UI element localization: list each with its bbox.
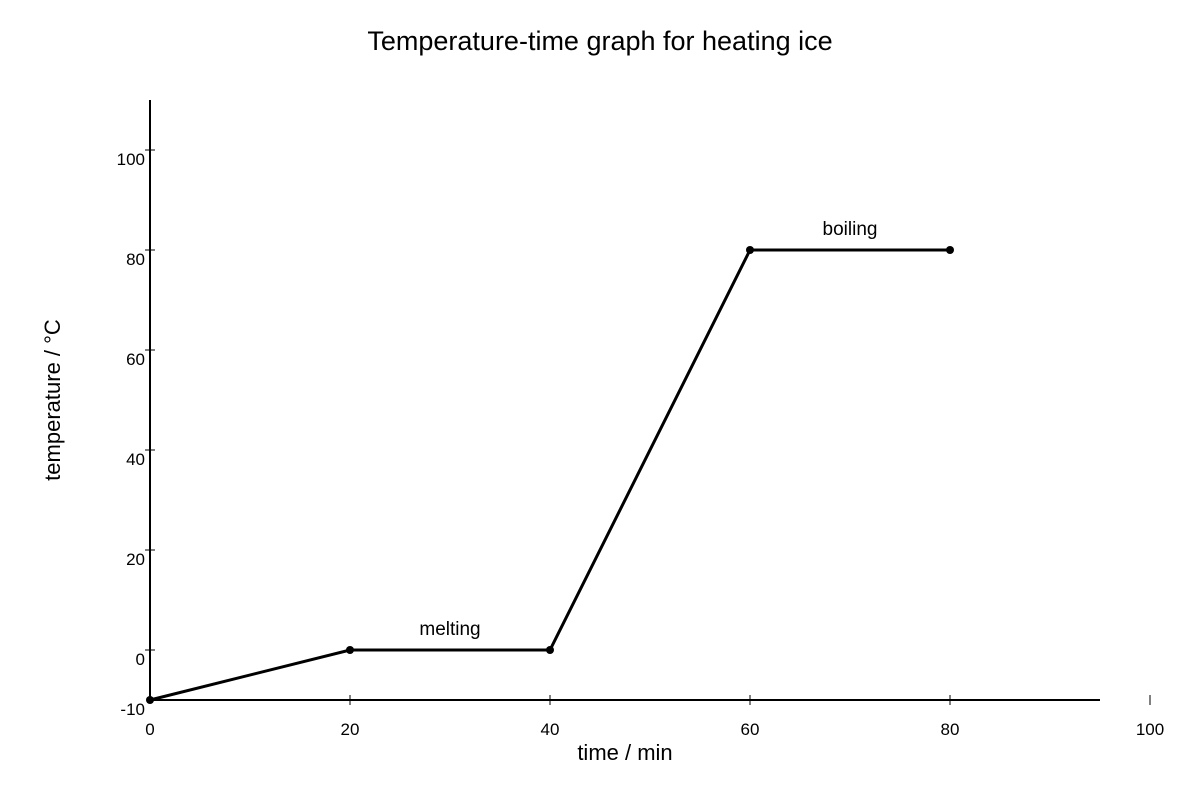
x-tick-label: 40 bbox=[541, 720, 560, 739]
y-tick-label: 60 bbox=[126, 350, 145, 369]
y-tick-label: -10 bbox=[120, 700, 145, 719]
y-tick-label: 20 bbox=[126, 550, 145, 569]
y-tick-label: 40 bbox=[126, 450, 145, 469]
y-axis-ticks: -10 0 20 40 60 80 100 bbox=[117, 149, 155, 719]
annotations: melting boiling bbox=[419, 219, 877, 640]
data-point bbox=[746, 246, 754, 254]
y-tick-label: 100 bbox=[117, 150, 145, 169]
x-axis-label: time / min bbox=[577, 740, 672, 765]
y-tick-label: 80 bbox=[126, 250, 145, 269]
data-point bbox=[546, 646, 554, 654]
data-point bbox=[146, 696, 154, 704]
series-group bbox=[146, 246, 954, 704]
x-tick-label: 0 bbox=[145, 720, 154, 739]
data-point bbox=[346, 646, 354, 654]
x-tick-label: 100 bbox=[1136, 720, 1164, 739]
x-tick-label: 20 bbox=[341, 720, 360, 739]
series-line bbox=[149, 248, 950, 702]
x-axis-ticks: 0 20 40 60 80 100 bbox=[145, 695, 1164, 739]
annotation-label: boiling bbox=[823, 219, 878, 240]
y-axis-label: temperature / °C bbox=[40, 319, 65, 481]
annotation-label: melting bbox=[419, 619, 480, 640]
data-point bbox=[946, 246, 954, 254]
chart-title: Temperature-time graph for heating ice bbox=[367, 26, 832, 56]
x-tick-label: 60 bbox=[741, 720, 760, 739]
y-tick-label: 0 bbox=[136, 650, 145, 669]
x-tick-label: 80 bbox=[941, 720, 960, 739]
